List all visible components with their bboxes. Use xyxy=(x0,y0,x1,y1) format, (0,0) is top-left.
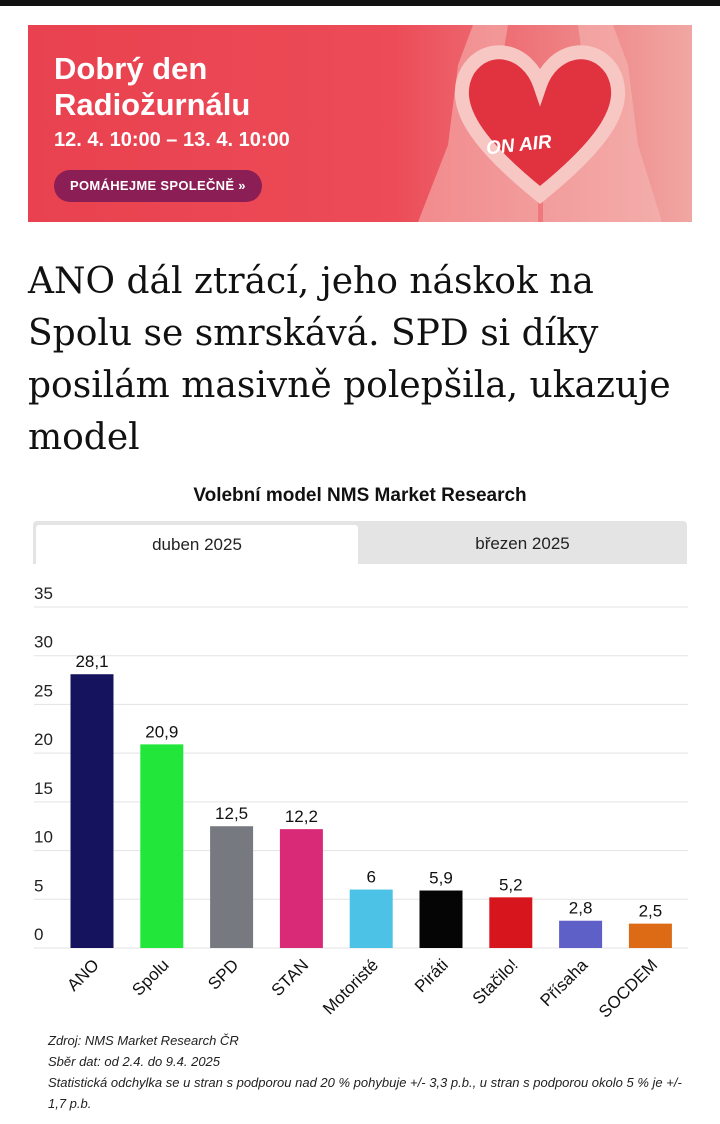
promo-banner[interactable]: Dobrý den Radiožurnálu 12. 4. 10:00 – 13… xyxy=(28,25,692,222)
banner-title-line2: Radiožurnálu xyxy=(54,87,251,122)
category-label: Přísaha xyxy=(537,955,592,1010)
category-label: Spolu xyxy=(128,955,172,999)
y-tick-label: 20 xyxy=(34,730,53,749)
value-label: 12,2 xyxy=(285,807,318,826)
category-label: ANO xyxy=(63,955,102,994)
heart-hands-icon xyxy=(418,25,662,222)
bar xyxy=(349,889,393,948)
value-label: 5,2 xyxy=(499,875,523,894)
value-label: 28,1 xyxy=(75,652,108,671)
category-label: SOCDEM xyxy=(595,955,661,1020)
bar-chart: 0 5 10 15 20 25 30 35 28,1 ANO 20,9 Spolu 12,5 SPD 12,… xyxy=(34,584,688,1020)
y-tick-label: 0 xyxy=(34,925,43,944)
category-label: Piráti xyxy=(411,955,452,996)
bar xyxy=(489,897,533,948)
y-tick-label: 35 xyxy=(34,584,53,603)
bar xyxy=(210,826,254,948)
value-label: 2,8 xyxy=(569,899,593,918)
y-tick-label: 15 xyxy=(34,779,53,798)
value-label: 20,9 xyxy=(145,722,178,741)
bar xyxy=(279,829,323,948)
error-note: Statistická odchylka se u stran s podpor… xyxy=(48,1075,682,1111)
bar xyxy=(140,744,184,948)
article-headline: ANO dál ztrácí, jeho náskok na Spolu se … xyxy=(28,261,671,458)
bar xyxy=(559,920,603,948)
y-tick-label: 10 xyxy=(34,828,53,847)
value-label: 6 xyxy=(366,868,375,887)
top-bar xyxy=(0,0,720,6)
category-label: Stačilo! xyxy=(469,955,522,1008)
chart-title: Volební model NMS Market Research xyxy=(193,485,527,506)
bar xyxy=(70,674,114,948)
chart-notes: Zdroj: NMS Market Research ČR Sběr dat: … xyxy=(48,1030,688,1114)
banner-title: Dobrý den Radiožurnálu xyxy=(54,51,414,123)
help-together-button[interactable]: POMÁHEJME SPOLEČNĚ » xyxy=(54,170,262,202)
collection-note: Sběr dat: od 2.4. do 9.4. 2025 xyxy=(48,1054,221,1069)
category-label: SPD xyxy=(204,955,242,993)
source-note: Zdroj: NMS Market Research ČR xyxy=(48,1033,239,1048)
bar xyxy=(628,923,672,948)
y-tick-label: 5 xyxy=(34,876,43,895)
value-label: 12,5 xyxy=(215,804,248,823)
y-tick-label: 30 xyxy=(34,633,53,652)
tab-april-2025[interactable]: duben 2025 xyxy=(36,525,358,564)
category-label: Motoristé xyxy=(319,955,382,1018)
banner-title-line1: Dobrý den xyxy=(54,51,208,86)
value-label: 2,5 xyxy=(639,902,663,921)
tab-march-2025[interactable]: březen 2025 xyxy=(475,534,570,553)
y-tick-label: 25 xyxy=(34,681,53,700)
category-label: STAN xyxy=(268,955,313,1000)
banner-dates: 12. 4. 10:00 – 13. 4. 10:00 xyxy=(54,129,290,151)
value-label: 5,9 xyxy=(429,869,453,888)
month-tabs: duben 2025 březen 2025 xyxy=(33,521,687,564)
bar xyxy=(419,890,463,948)
